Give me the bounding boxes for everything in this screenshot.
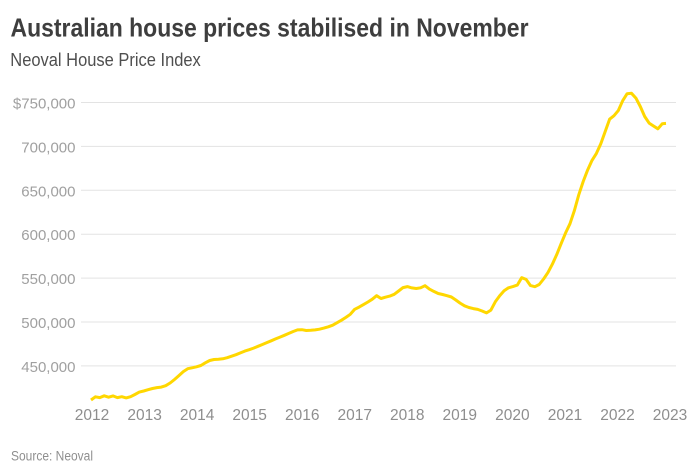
svg-text:600,000: 600,000 <box>21 227 75 244</box>
svg-text:Neoval House Price Index: Neoval House Price Index <box>10 50 201 70</box>
svg-text:2012: 2012 <box>75 407 109 424</box>
svg-text:700,000: 700,000 <box>21 139 75 156</box>
svg-text:Source: Neoval: Source: Neoval <box>11 449 93 464</box>
svg-text:550,000: 550,000 <box>21 271 75 288</box>
svg-text:2020: 2020 <box>495 407 530 424</box>
svg-text:2017: 2017 <box>338 407 372 424</box>
svg-text:Australian house prices stabil: Australian house prices stabilised in No… <box>11 13 529 43</box>
svg-text:2018: 2018 <box>390 407 424 424</box>
svg-text:450,000: 450,000 <box>21 359 75 376</box>
svg-text:2016: 2016 <box>285 407 319 424</box>
svg-text:650,000: 650,000 <box>21 183 75 200</box>
svg-text:2021: 2021 <box>548 407 582 424</box>
svg-text:2022: 2022 <box>600 407 634 424</box>
svg-text:500,000: 500,000 <box>21 315 75 332</box>
svg-text:$750,000: $750,000 <box>13 96 76 113</box>
svg-text:2023: 2023 <box>653 407 687 424</box>
svg-text:2014: 2014 <box>180 407 215 424</box>
svg-text:2015: 2015 <box>232 407 266 424</box>
svg-text:2019: 2019 <box>443 407 477 424</box>
svg-text:2013: 2013 <box>127 407 161 424</box>
